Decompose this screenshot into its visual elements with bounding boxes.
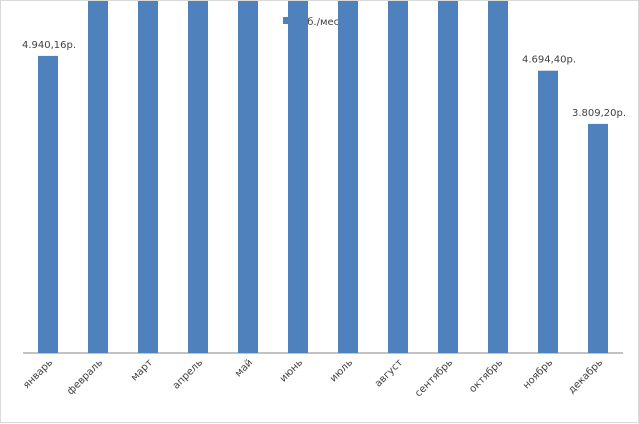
data-labels-group: 4.940,16р.7.687,60р.11.011,20р.12.844,00… bbox=[22, 40, 626, 119]
bar-7 bbox=[338, 1, 358, 353]
bar-8 bbox=[388, 1, 408, 353]
legend: руб./месяц bbox=[283, 17, 352, 28]
bar-12 bbox=[588, 123, 608, 354]
legend-swatch bbox=[283, 17, 290, 24]
bar-1 bbox=[38, 55, 58, 354]
x-tick-label-11: ноябрь bbox=[521, 357, 555, 391]
bar-4 bbox=[188, 1, 208, 353]
x-tick-label-9: сентябрь bbox=[413, 357, 455, 399]
bar-11 bbox=[538, 70, 558, 353]
x-tick-label-7: июль bbox=[328, 357, 355, 384]
x-tick-labels-group: январь февраль март апрель май июнь июль август… bbox=[21, 357, 605, 399]
data-label-11: 4.694,40р. bbox=[522, 55, 576, 66]
x-tick-label-2: февраль bbox=[65, 357, 105, 397]
x-tick-label-12: декабрь bbox=[566, 357, 605, 396]
bar-9 bbox=[438, 1, 458, 353]
bar-3 bbox=[138, 1, 158, 353]
data-label-1: 4.940,16р. bbox=[22, 40, 76, 51]
bar-2 bbox=[88, 1, 108, 353]
x-tick-label-3: март bbox=[129, 357, 155, 383]
bars-group bbox=[38, 1, 608, 354]
bar-5 bbox=[238, 1, 258, 353]
x-tick-label-4: апрель bbox=[171, 357, 205, 391]
x-tick-label-8: август bbox=[373, 357, 405, 389]
x-tick-label-10: октябрь bbox=[467, 357, 505, 395]
bar-10 bbox=[488, 1, 508, 354]
x-tick-label-5: май bbox=[233, 357, 255, 379]
x-tick-label-1: январь bbox=[21, 357, 55, 391]
legend-label: руб./месяц bbox=[295, 17, 352, 28]
data-label-12: 3.809,20р. bbox=[572, 108, 626, 119]
x-tick-label-6: июнь bbox=[278, 357, 305, 384]
bar-6 bbox=[288, 1, 308, 353]
